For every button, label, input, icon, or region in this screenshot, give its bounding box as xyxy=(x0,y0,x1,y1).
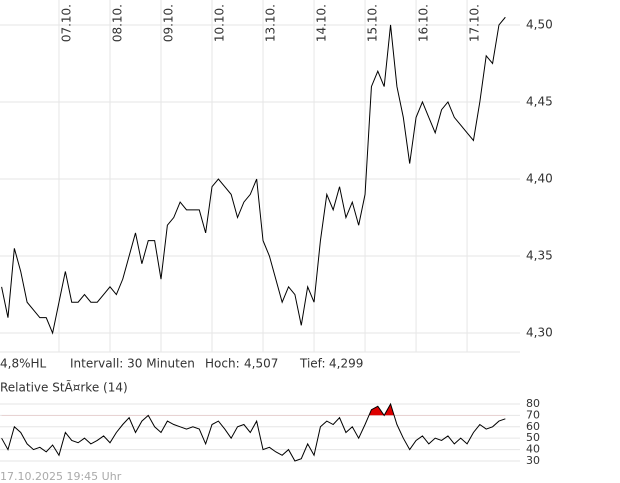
y-tick-label: 4,50 xyxy=(526,17,553,31)
interval-info: Intervall: 30 Minuten xyxy=(70,357,195,371)
high-value: 4,507 xyxy=(244,357,278,371)
timestamp: 17.10.2025 19:45 Uhr xyxy=(0,470,122,483)
y-tick-label: 60 xyxy=(526,420,540,433)
low-value: 4,299 xyxy=(329,357,363,371)
overbought-area xyxy=(368,403,395,416)
y-tick-label: 4,40 xyxy=(526,172,553,186)
x-tick-label: 13.10. xyxy=(264,4,278,42)
range-info: 4,8%HL xyxy=(0,357,47,371)
y-tick-label: 50 xyxy=(526,431,540,444)
y-tick-label: 4,35 xyxy=(526,249,553,263)
y-tick-label: 70 xyxy=(526,408,540,421)
low-label: Tief: xyxy=(299,357,326,371)
high-label: Hoch: xyxy=(205,357,240,371)
y-tick-label: 4,45 xyxy=(526,94,553,108)
price-line xyxy=(1,16,506,335)
x-tick-label: 10.10. xyxy=(213,4,227,42)
x-tick-label: 14.10. xyxy=(315,4,329,42)
y-tick-label: 80 xyxy=(526,397,540,410)
x-tick-label: 07.10. xyxy=(59,4,73,42)
price-line xyxy=(1,402,506,462)
x-tick-label: 17.10. xyxy=(468,4,482,42)
y-tick-label: 4,30 xyxy=(526,326,553,340)
y-tick-label: 30 xyxy=(526,454,540,467)
x-tick-label: 16.10. xyxy=(417,4,431,42)
x-tick-label: 15.10. xyxy=(366,4,380,42)
indicator-title: Relative StÃ¤rke (14) xyxy=(0,380,128,395)
y-tick-label: 40 xyxy=(526,443,540,456)
x-tick-label: 08.10. xyxy=(110,4,124,42)
x-tick-label: 09.10. xyxy=(162,4,176,42)
